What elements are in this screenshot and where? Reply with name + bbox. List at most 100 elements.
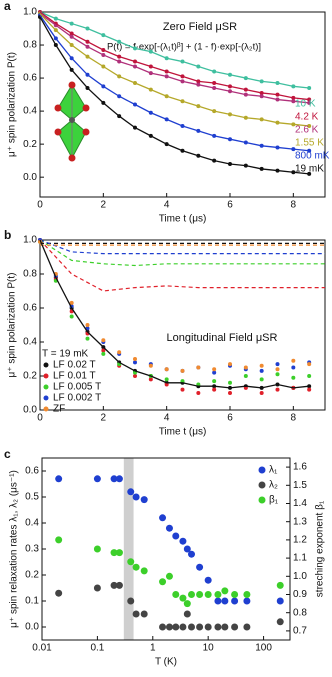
dashed-line (39, 239, 325, 292)
data-point (196, 591, 204, 598)
data-point (140, 567, 148, 575)
y-tick-label: 0.2 (25, 570, 39, 581)
x-tick-label: 10 (203, 643, 215, 654)
data-point (259, 377, 264, 382)
y2-tick-label: 1.3 (293, 516, 307, 527)
data-point (212, 379, 217, 384)
chart-title: Zero Field μSR (163, 21, 237, 33)
data-point (243, 597, 251, 605)
data-point (69, 300, 74, 305)
fit-line (39, 11, 310, 101)
y-tick-label: 0.4 (25, 518, 39, 529)
data-point (214, 623, 222, 631)
fit-line (39, 13, 310, 127)
y-tick-label: 0.8 (23, 40, 37, 51)
data-point (307, 374, 312, 378)
data-point (259, 363, 264, 368)
data-point (276, 618, 284, 626)
data-point (165, 524, 173, 532)
y-axis-title: μ⁺ spin relaxation rates λ₁, λ₂ (μs⁻¹) (9, 470, 20, 628)
legend-title: T = 19 mK (42, 349, 89, 360)
atom (68, 81, 76, 89)
data-point (291, 375, 296, 380)
legend-marker (258, 466, 266, 474)
data-point (243, 374, 248, 378)
data-point (115, 475, 123, 483)
legend-entry: 4.2 K (295, 112, 319, 123)
formula: P(t) = f·exp[-(λ₁t)ᵝ] + (1 - f)·exp[-(λ₂… (107, 42, 261, 53)
y-tick-label: 0.2 (23, 139, 37, 150)
data-point (179, 623, 187, 631)
y2-axis-title: streching exponent β₁ (315, 500, 326, 597)
data-point (243, 623, 251, 631)
data-point (115, 549, 123, 557)
legend-marker (43, 373, 49, 379)
data-point (259, 391, 264, 395)
x-tick-label: 4 (164, 200, 170, 211)
data-point (275, 367, 280, 372)
atom (54, 128, 62, 136)
data-point (204, 623, 212, 631)
atom (68, 154, 76, 162)
data-point (228, 362, 232, 367)
data-point (180, 368, 185, 373)
dashed-line (39, 239, 325, 267)
data-point (159, 578, 167, 586)
data-point (212, 367, 217, 372)
data-point (85, 323, 90, 327)
x-tick-label: 0.1 (90, 643, 104, 654)
y2-tick-label: 1.0 (293, 571, 307, 582)
data-point (221, 597, 229, 605)
data-point (148, 377, 153, 382)
y2-tick-label: 1.1 (293, 553, 307, 564)
fit-line (39, 16, 310, 175)
fit-line (39, 13, 310, 104)
y-tick-label: 0.4 (23, 337, 37, 348)
data-point (115, 581, 123, 589)
data-point (101, 338, 106, 343)
data-point (183, 600, 191, 608)
data-point (276, 597, 284, 605)
data-point (133, 360, 137, 365)
y2-tick-label: 0.9 (293, 589, 307, 600)
fit-line (39, 239, 310, 389)
data-point (165, 623, 173, 631)
data-point (127, 488, 135, 496)
data-point (214, 591, 222, 598)
x-tick-label: 1 (150, 643, 156, 654)
y2-tick-label: 1.5 (293, 480, 307, 491)
data-point (291, 358, 296, 363)
data-point (133, 374, 137, 378)
legend-entry: LF 0.01 T (53, 371, 96, 382)
data-point (275, 372, 280, 377)
data-point (165, 572, 173, 580)
data-point (307, 362, 312, 367)
data-point (55, 589, 63, 597)
y-tick-label: 0.3 (25, 544, 39, 555)
data-point (101, 348, 106, 353)
x-tick-label: 4 (164, 413, 170, 424)
data-point (196, 365, 201, 370)
legend-entry: ZF (53, 404, 65, 415)
plot-frame (41, 457, 291, 641)
data-point (204, 591, 212, 598)
data-point (164, 382, 169, 387)
data-point (275, 387, 280, 392)
legend-entry: 1.55 K (295, 138, 324, 149)
data-point (117, 350, 122, 355)
y2-tick-label: 1.6 (293, 462, 307, 473)
data-point (231, 623, 239, 631)
data-point (110, 549, 118, 557)
data-point (164, 367, 169, 372)
data-point (276, 581, 284, 589)
legend-entry: LF 0.02 T (53, 360, 96, 371)
data-point (204, 576, 212, 584)
data-point (196, 391, 201, 395)
data-point (183, 545, 191, 553)
data-point (231, 591, 239, 598)
data-point (127, 597, 135, 605)
data-point (196, 623, 204, 631)
x-tick-label: 6 (227, 200, 233, 211)
atom (82, 104, 90, 112)
data-point (55, 475, 63, 483)
